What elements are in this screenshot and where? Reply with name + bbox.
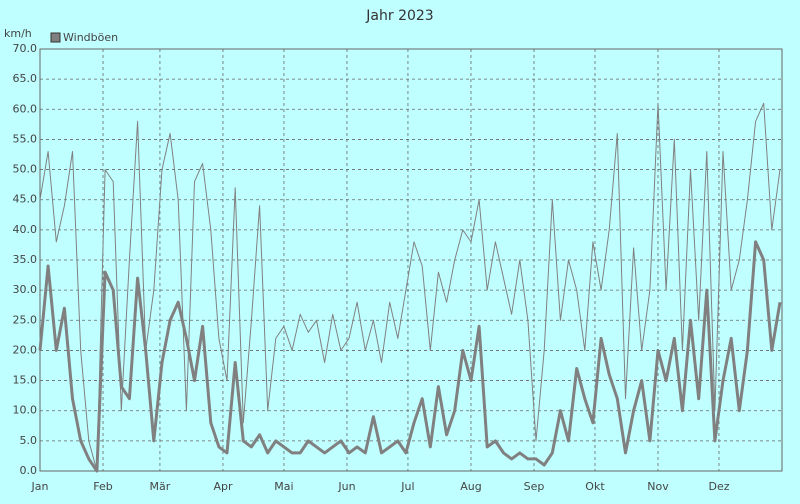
- x-tick-label: Mai: [274, 480, 293, 493]
- legend-swatch: [50, 32, 61, 43]
- x-tick-label: Nov: [647, 480, 669, 493]
- y-tick-label: 65.0: [13, 72, 38, 85]
- y-tick-label: 40.0: [13, 223, 38, 236]
- x-tick-label: Aug: [460, 480, 481, 493]
- series-line: [38, 240, 782, 473]
- x-tick-label: Jan: [31, 480, 49, 493]
- y-axis-label: km/h: [4, 27, 32, 40]
- y-tick-label: 10.0: [13, 404, 38, 417]
- y-tick-label: 55.0: [13, 132, 38, 145]
- y-tick-label: 70.0: [13, 42, 38, 55]
- y-tick-label: 20.0: [13, 343, 38, 356]
- series-line: [39, 102, 781, 472]
- y-tick-label: 45.0: [13, 193, 38, 206]
- y-tick-label: 60.0: [13, 102, 38, 115]
- legend-label: Windböen: [63, 31, 118, 44]
- x-tick-label: Jul: [400, 480, 414, 493]
- y-tick-label: 25.0: [13, 313, 38, 326]
- y-tick-label: 5.0: [20, 434, 38, 447]
- y-tick-label: 50.0: [13, 163, 38, 176]
- x-tick-label: Mär: [150, 480, 171, 493]
- x-tick-label: Jun: [337, 480, 355, 493]
- plot-frame: [39, 48, 783, 472]
- x-tick-label: Apr: [213, 480, 233, 493]
- chart-title: Jahr 2023: [365, 8, 433, 24]
- y-tick-label: 35.0: [13, 253, 38, 266]
- x-tick-label: Okt: [585, 480, 605, 493]
- x-tick-label: Dez: [708, 480, 729, 493]
- y-tick-label: 15.0: [13, 374, 38, 387]
- x-tick-label: Feb: [93, 480, 112, 493]
- y-tick-label: 30.0: [13, 283, 38, 296]
- x-tick-label: Sep: [524, 480, 545, 493]
- y-tick-label: 0.0: [20, 464, 38, 477]
